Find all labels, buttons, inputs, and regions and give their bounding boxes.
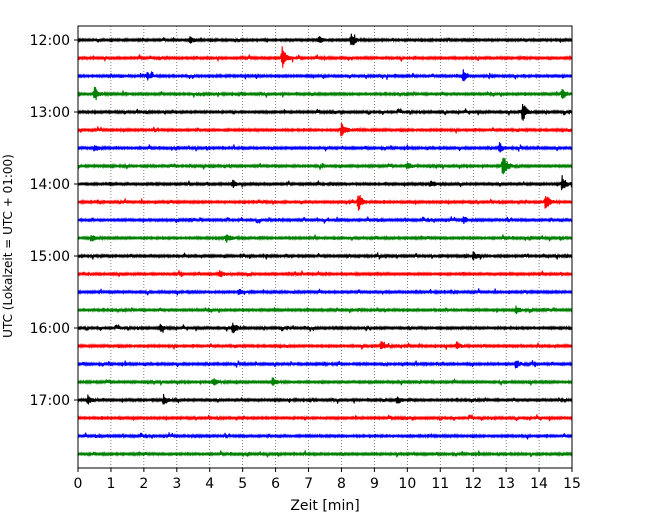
x-tick-label: 12 (464, 476, 482, 492)
trace-line (77, 393, 573, 405)
trace-line (77, 432, 573, 440)
x-tick-label: 14 (530, 476, 548, 492)
trace-line (77, 450, 573, 458)
trace-line (77, 251, 573, 261)
axes (74, 25, 573, 472)
traces (77, 33, 573, 458)
tick-labels: 0 1 2 3 4 5 6 7 8 9 10 11 12 13 14 1512:0013:0014:0015:… (30, 33, 581, 492)
x-axis-label: Zeit [min] (290, 498, 359, 514)
trace-line (77, 69, 573, 82)
y-tick-label: 17:00 (30, 393, 70, 409)
trace-line (77, 234, 573, 243)
trace-line (77, 46, 573, 68)
trace-line (77, 216, 573, 225)
trace-line (77, 377, 573, 386)
y-axis-label: UTC (Lokalzeit = UTC + 01:00) (1, 154, 15, 338)
trace-line (77, 142, 573, 153)
trace-line (77, 341, 573, 350)
y-tick-label: 15:00 (30, 249, 70, 265)
x-tick-label: 6 (271, 476, 280, 492)
trace-line (77, 122, 573, 137)
trace-line (77, 86, 573, 101)
x-tick-label: 8 (337, 476, 346, 492)
x-tick-label: 5 (238, 476, 247, 492)
plot-frame (77, 25, 573, 469)
x-tick-label: 0 (74, 476, 83, 492)
y-tick-label: 12:00 (30, 33, 70, 49)
x-tick-label: 15 (563, 476, 581, 492)
trace-line (77, 195, 573, 211)
x-tick-label: 11 (431, 476, 449, 492)
y-tick-label: 14:00 (30, 177, 70, 193)
y-tick-label: 16:00 (30, 321, 70, 337)
trace-line (77, 175, 573, 191)
x-tick-label: 2 (139, 476, 148, 492)
trace-line (77, 104, 573, 121)
trace-line (77, 157, 573, 175)
x-tick-label: 7 (304, 476, 313, 492)
x-tick-label: 1 (106, 476, 115, 492)
y-tick-label: 13:00 (30, 105, 70, 121)
trace-line (77, 414, 573, 422)
trace-line (77, 270, 573, 278)
trace-line (77, 33, 573, 46)
trace-line (77, 322, 573, 334)
trace-line (77, 305, 573, 315)
trace-line (77, 360, 573, 369)
trace-line (77, 288, 573, 296)
x-tick-label: 13 (497, 476, 515, 492)
x-tick-label: 9 (370, 476, 379, 492)
x-tick-label: 3 (172, 476, 181, 492)
x-tick-label: 4 (205, 476, 214, 492)
x-tick-label: 10 (398, 476, 416, 492)
